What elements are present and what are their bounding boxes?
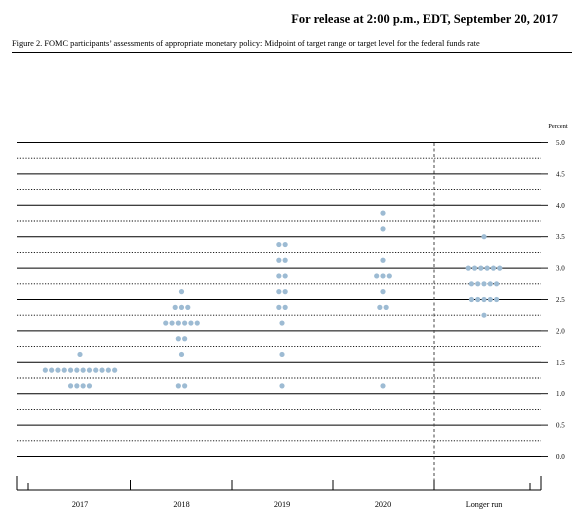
dot — [380, 383, 386, 389]
dot — [178, 351, 185, 358]
dot — [182, 383, 188, 389]
dot — [74, 367, 80, 373]
dot — [182, 320, 188, 326]
dot — [77, 351, 83, 358]
y-tick-label: 3.5 — [556, 233, 565, 241]
dot — [386, 273, 392, 279]
dot — [42, 367, 48, 373]
dot — [465, 265, 471, 271]
dot — [475, 281, 481, 287]
dot — [383, 304, 389, 310]
y-tick-label: 5.0 — [556, 139, 565, 147]
dot — [105, 367, 111, 373]
dot — [279, 383, 285, 389]
y-tick-label: 2.5 — [556, 296, 565, 304]
y-tick-label: 4.5 — [556, 170, 565, 178]
x-tick-label: 2017 — [72, 500, 88, 509]
figure-caption: Figure 2. FOMC participants’ assessments… — [12, 38, 572, 53]
dot — [67, 367, 74, 373]
dot — [380, 226, 386, 232]
dot — [475, 296, 481, 303]
dot — [67, 383, 74, 389]
dot — [112, 367, 118, 373]
dot — [175, 383, 181, 389]
dot — [490, 265, 497, 271]
dot — [377, 304, 383, 310]
x-tick-label: Longer run — [466, 500, 503, 509]
dot — [484, 265, 490, 271]
dot — [380, 289, 386, 295]
dot — [175, 336, 181, 342]
dot — [481, 312, 487, 318]
dot — [163, 320, 169, 326]
y-tick-label: 3.0 — [556, 265, 565, 273]
dot — [188, 320, 194, 326]
y-axis-ticks: 0.0 0.5 1.0 1.5 2.0 2.5 3.0 3.5 4.0 4.5 5.0 — [541, 139, 565, 461]
dot — [282, 289, 288, 295]
dot — [494, 296, 500, 303]
dot — [178, 289, 185, 295]
dot — [494, 281, 500, 287]
dot — [80, 383, 86, 389]
dot — [276, 304, 282, 310]
dot — [276, 273, 282, 279]
dot — [61, 367, 67, 373]
dot — [279, 351, 285, 358]
dot — [49, 367, 55, 373]
dot — [471, 265, 478, 271]
dot — [468, 281, 474, 287]
dot — [481, 296, 487, 303]
dot — [169, 320, 175, 326]
y-tick-label: 4.0 — [556, 202, 565, 210]
dot — [380, 210, 386, 216]
dot — [487, 281, 493, 287]
dot — [276, 289, 282, 295]
dot — [80, 367, 86, 373]
dot — [99, 367, 105, 373]
dot — [86, 383, 93, 389]
release-notice: For release at 2:00 p.m., EDT, September… — [291, 12, 558, 26]
dots — [42, 210, 503, 389]
dot — [93, 367, 99, 373]
dot — [487, 296, 493, 303]
dot — [178, 304, 185, 310]
y-tick-label: 1.0 — [556, 390, 565, 398]
dot — [172, 304, 178, 310]
dot — [380, 257, 386, 263]
y-tick-label: 0.5 — [556, 422, 565, 430]
dot — [468, 296, 474, 303]
dot — [481, 234, 487, 240]
dot — [282, 241, 288, 248]
dot — [282, 273, 288, 279]
x-axis: 2017 2018 2019 2020 Longer run — [16, 143, 542, 509]
x-tick-label: 2020 — [375, 500, 391, 509]
dot — [282, 257, 288, 263]
gridlines — [17, 142, 541, 457]
dot — [481, 281, 487, 287]
y-tick-label: 1.5 — [556, 359, 565, 367]
dot — [276, 241, 282, 248]
dot — [478, 265, 484, 271]
dot — [182, 336, 188, 342]
dot — [276, 257, 282, 263]
x-tick-label: 2018 — [173, 500, 189, 509]
dot — [175, 320, 181, 326]
dot — [497, 265, 503, 271]
y-axis-label: Percent — [548, 123, 568, 130]
dot — [74, 383, 80, 389]
dot — [194, 320, 200, 326]
dot — [86, 367, 93, 373]
dot — [279, 320, 285, 326]
y-tick-label: 2.0 — [556, 327, 565, 335]
y-tick-label: 0.0 — [556, 453, 565, 461]
dot — [374, 273, 380, 279]
dot — [185, 304, 191, 310]
dot — [282, 304, 288, 310]
dot — [55, 367, 61, 373]
dot — [380, 273, 386, 279]
x-tick-label: 2019 — [274, 500, 290, 509]
